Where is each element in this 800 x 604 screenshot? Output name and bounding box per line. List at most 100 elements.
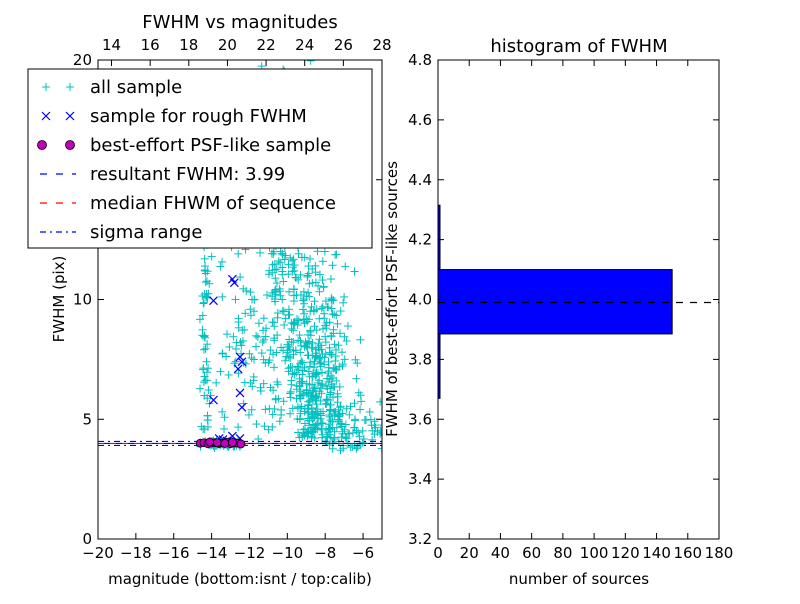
y-tick-label: 3.4 [408, 470, 432, 488]
all-sample-point [296, 270, 305, 279]
all-sample-point [327, 304, 336, 313]
all-sample-point [280, 255, 289, 264]
legend-item: sample for rough FWHM [41, 106, 307, 127]
all-sample-point [316, 409, 325, 418]
all-sample-point [280, 320, 289, 329]
all-sample-point [218, 292, 227, 301]
all-sample-point [309, 307, 318, 316]
all-sample-point [352, 374, 361, 383]
x-tick-label: −12 [234, 544, 266, 562]
all-sample-point [286, 393, 295, 402]
all-sample-point [366, 415, 375, 424]
all-sample-point [284, 352, 293, 361]
x-tick-label: −20 [82, 544, 114, 562]
all-sample-point [295, 331, 304, 340]
rough-fwhm-point [209, 296, 218, 306]
all-sample-point [302, 428, 311, 437]
all-sample-point [340, 425, 349, 434]
all-sample-point [271, 285, 280, 294]
all-sample-point [278, 306, 287, 315]
fwhm-vs-magnitude-chart: FWHM vs magnitudes 14 16 18 20 22 24 26 28 −20−… [27, 12, 392, 588]
all-sample-point [340, 292, 349, 301]
top-x-tick-label: 16 [141, 36, 160, 54]
all-sample-point [268, 260, 277, 269]
all-sample-point [203, 411, 212, 420]
all-sample-point [316, 341, 325, 350]
all-sample-point [218, 407, 227, 416]
all-sample-point [277, 410, 286, 419]
all-sample-point [327, 350, 336, 359]
legend: all sample sample for rough FWHM best-effo… [27, 68, 373, 249]
all-sample-point [358, 438, 367, 447]
all-sample-point [285, 310, 294, 319]
psf-sample-point [228, 438, 237, 447]
all-sample-point [224, 370, 233, 379]
all-sample-point [231, 357, 240, 366]
all-sample-point [223, 330, 232, 339]
all-sample-point [300, 299, 309, 308]
all-sample-point [240, 325, 249, 334]
all-sample-point [256, 248, 265, 257]
all-sample-point [273, 380, 282, 389]
all-sample-point [289, 285, 298, 294]
all-sample-point [200, 331, 209, 340]
all-sample-point [202, 357, 211, 366]
all-sample-point [264, 270, 273, 279]
all-sample-point [309, 413, 318, 422]
all-sample-point [298, 370, 307, 379]
all-sample-point [248, 382, 257, 391]
histogram-y-axis-ticks: 3.2 3.4 3.6 3.8 4.0 4.2 4.4 4.6 4.8 [408, 51, 719, 548]
all-sample-point [268, 268, 277, 277]
left-y-axis-label: FWHM (pix) [50, 256, 68, 343]
all-sample-point [266, 346, 275, 355]
legend-marker [65, 111, 75, 121]
all-sample-point [305, 380, 314, 389]
all-sample-point [342, 404, 351, 413]
all-sample-point [308, 410, 317, 419]
all-sample-point [271, 394, 280, 403]
all-sample-point [284, 367, 293, 376]
all-sample-point [199, 299, 208, 308]
all-sample-point [289, 263, 298, 272]
legend-item: resultant FWHM: 3.99 [40, 164, 285, 185]
all-sample-point [321, 400, 330, 409]
all-sample-point [357, 397, 366, 406]
y-tick-label: 0 [82, 530, 92, 548]
all-sample-point [270, 363, 279, 372]
x-tick-label: −8 [314, 544, 336, 562]
all-sample-point [289, 255, 298, 264]
legend-item: best-effort PSF-like sample [37, 135, 331, 156]
top-x-tick-label: 20 [218, 36, 237, 54]
reference-lines [98, 437, 382, 449]
all-sample-point [326, 390, 335, 399]
all-sample-point [285, 287, 294, 296]
all-sample-point [200, 254, 209, 263]
all-sample-point [321, 332, 330, 341]
all-sample-point [201, 278, 210, 287]
all-sample-point [300, 424, 309, 433]
all-sample-point [263, 291, 272, 300]
all-sample-point [318, 368, 327, 377]
rough-fwhm-point [229, 278, 239, 288]
all-sample-point [295, 382, 304, 391]
bottom-axis-ticks: −20 −18 −16 −14 −12 −10 −8 −6 [82, 533, 374, 562]
all-sample-point [333, 415, 342, 424]
all-sample-point [315, 287, 324, 296]
all-sample-point [261, 405, 270, 414]
all-sample-point [272, 265, 281, 274]
all-sample-point [201, 344, 210, 353]
top-axis-ticks: 14 16 18 20 22 24 26 28 [102, 36, 392, 66]
y-tick-label: 4.8 [408, 51, 432, 69]
x-tick-label: 80 [553, 544, 572, 562]
all-sample-point [268, 318, 277, 327]
all-sample-point [288, 267, 297, 276]
all-sample-point [308, 387, 317, 396]
all-sample-point [325, 412, 334, 421]
all-sample-point [368, 435, 377, 444]
all-sample-point [220, 413, 229, 422]
all-sample-point [258, 338, 267, 347]
all-sample-point [311, 421, 320, 430]
all-sample-point [246, 305, 255, 314]
all-sample-point [333, 319, 342, 328]
all-sample-point [246, 378, 255, 387]
